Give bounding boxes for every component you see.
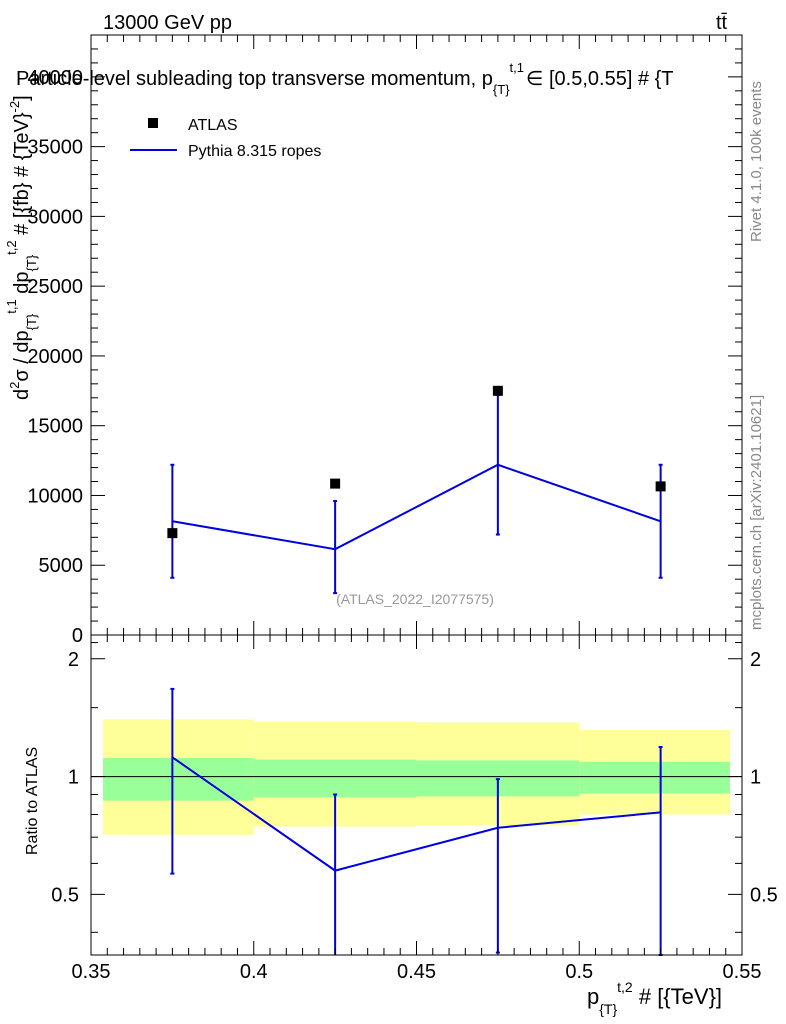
- main-x-axis: [90, 35, 743, 635]
- legend-atlas-marker: [148, 118, 158, 128]
- ylabel-pre: d: [11, 389, 33, 400]
- ratio-xtick-label: 0.35: [72, 961, 111, 983]
- atlas-series: [167, 385, 666, 539]
- plot-title-sup: t,1: [510, 60, 524, 75]
- band-inner: [253, 759, 417, 798]
- mc-series: [170, 394, 663, 595]
- ratio-xtick-label: 0.45: [397, 961, 436, 983]
- main-ytick-label: 5000: [39, 555, 84, 577]
- ratio-ytick-label: 0.5: [51, 884, 79, 906]
- main-ytick-label: 15000: [27, 416, 83, 438]
- side-rivet-label: Rivet 4.1.0, 100k events: [748, 81, 765, 242]
- legend-atlas-label: ATLAS: [188, 117, 238, 134]
- ylabel-sub1: {T}: [24, 313, 39, 330]
- ylabel-sup1: 2: [7, 382, 22, 389]
- ylabel-sup2: t,1: [4, 299, 19, 313]
- band-inner: [103, 758, 254, 801]
- side-mcplots-label: mcplots.cern.ch [arXiv:2401.10621]: [748, 395, 765, 630]
- ylabel-sup3: t,2: [4, 240, 19, 254]
- xlabel-tail: # [{TeV}]: [633, 984, 722, 1009]
- ratio-xtick-label: 0.4: [240, 961, 268, 983]
- ylabel-sub2: {T}: [24, 254, 39, 271]
- main-ytick-label: 20000: [27, 346, 83, 368]
- xlabel-pre: p: [587, 984, 599, 1009]
- main-ytick-label: 40000: [27, 67, 83, 89]
- ratio-ytick-label: 2: [68, 649, 79, 671]
- ylabel-sup4: -2: [7, 101, 22, 113]
- band-inner: [579, 761, 730, 794]
- atlas-point: [655, 481, 666, 492]
- ratio-mc-series: [170, 687, 663, 956]
- ylabel-tail: # [{fb} # {TeV}: [11, 112, 33, 240]
- plot-title: Particle-level subleading top transverse…: [16, 60, 674, 97]
- plot-title-main: Particle-level subleading top transverse…: [16, 68, 493, 90]
- ratio-panel: 0.5 0.5 1 1 2 2 0.35 0.4 0.45 0.5 0.55 Ratio to A…: [24, 634, 778, 1017]
- ratio-xtick-label: 0.5: [565, 961, 593, 983]
- main-y-label: d2σ / dp{T}t,1 dp{T}t,2 # [{fb} # {TeV}-…: [4, 95, 39, 400]
- ylabel-mid2: dp: [11, 271, 33, 299]
- energy-label: 13000 GeV pp: [103, 12, 232, 34]
- main-panel: 0 5000 10000 15000 20000 25000 30000 35000 40000…: [4, 34, 743, 647]
- main-y-axis: 0 5000 10000 15000 20000 25000 30000 35000 40000: [27, 48, 742, 647]
- uncertainty-bands: [103, 719, 730, 835]
- ratio-y-axis: 0.5 0.5 1 1 2 2: [51, 642, 778, 933]
- atlas-point: [330, 478, 341, 489]
- mc-line: [172, 463, 661, 551]
- ratio-ytick-label-right: 2: [750, 649, 761, 671]
- atlas-point: [167, 528, 178, 539]
- plot-title-sub: {T}: [493, 82, 510, 97]
- watermark: (ATLAS_2022_I2077575): [336, 591, 494, 607]
- process-label: tt̄: [716, 12, 728, 34]
- ratio-mc-line: [171, 756, 661, 872]
- plot-title-tail: ∈ [0.5,0.55] # {T: [526, 68, 674, 90]
- xlabel-sup: t,2: [617, 979, 633, 995]
- ratio-xtick-label: 0.55: [723, 961, 762, 983]
- x-axis-label: p{T}t,2 # [{TeV}]: [587, 979, 722, 1017]
- main-ytick-label: 0: [72, 625, 83, 647]
- ratio-ytick-label-right: 0.5: [750, 884, 778, 906]
- ylabel-mid1: σ / dp: [11, 330, 33, 381]
- main-ytick-label: 30000: [27, 206, 83, 228]
- ylabel-end: ]: [11, 95, 33, 101]
- legend: ATLAS Pythia 8.315 ropes: [130, 117, 321, 160]
- ratio-y-label: Ratio to ATLAS: [24, 747, 41, 855]
- ratio-ytick-label: 1: [68, 767, 79, 789]
- main-ytick-label: 10000: [27, 485, 83, 507]
- ratio-x-axis: 0.35 0.4 0.45 0.5 0.55: [72, 635, 762, 983]
- ratio-ytick-label-right: 1: [750, 767, 761, 789]
- main-ytick-label: 35000: [27, 137, 83, 159]
- xlabel-sub: {T}: [599, 1001, 617, 1017]
- main-ytick-label: 25000: [27, 276, 83, 298]
- legend-pythia-label: Pythia 8.315 ropes: [188, 143, 321, 160]
- atlas-point: [492, 385, 503, 396]
